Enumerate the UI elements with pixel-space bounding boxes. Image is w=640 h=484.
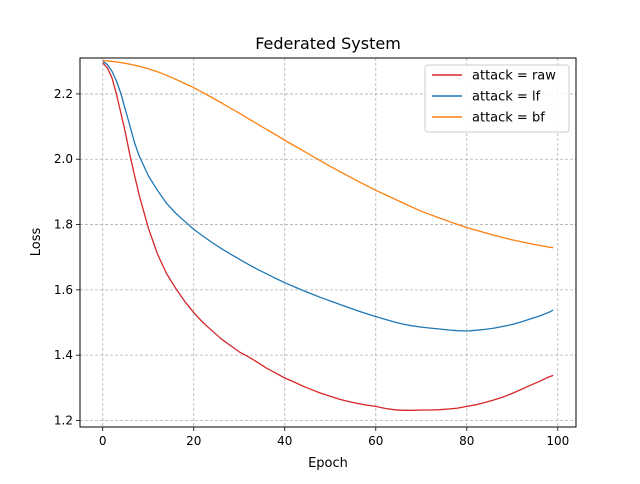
series-line-2 (102, 60, 554, 332)
y-axis-label: Loss (29, 228, 44, 257)
x-tick-label: 20 (186, 434, 201, 448)
grid-layer (80, 58, 576, 427)
legend-label-1: attack = raw (472, 69, 556, 84)
y-tick-label: 2.2 (54, 87, 73, 101)
y-tick-label: 1.4 (54, 348, 73, 362)
x-axis-ticks: 0 20 40 60 80 100 (99, 427, 569, 448)
legend-label-3: attack = bf (472, 111, 545, 126)
legend-box (424, 64, 570, 133)
x-tick-label: 100 (546, 434, 569, 448)
legend: attack = raw attack = lf attack = bf (424, 64, 570, 133)
x-tick-label: 60 (368, 434, 383, 448)
chart-title: Federated System (255, 34, 401, 53)
x-axis-label: Epoch (308, 456, 348, 471)
series-line-1 (102, 62, 554, 411)
y-tick-label: 2.0 (54, 152, 73, 166)
y-tick-label: 1.8 (54, 218, 73, 232)
x-tick-label: 40 (277, 434, 292, 448)
legend-label-2: attack = lf (472, 90, 541, 105)
series-line-3 (102, 59, 554, 249)
y-axis-ticks: 1.2 1.4 1.6 1.8 2.0 2.2 (54, 87, 80, 427)
x-tick-label: 0 (99, 434, 107, 448)
plot-frame (79, 57, 577, 428)
y-tick-label: 1.6 (54, 283, 73, 297)
x-tick-label: 80 (459, 434, 474, 448)
y-tick-label: 1.2 (54, 413, 73, 427)
series-layer (102, 59, 554, 411)
